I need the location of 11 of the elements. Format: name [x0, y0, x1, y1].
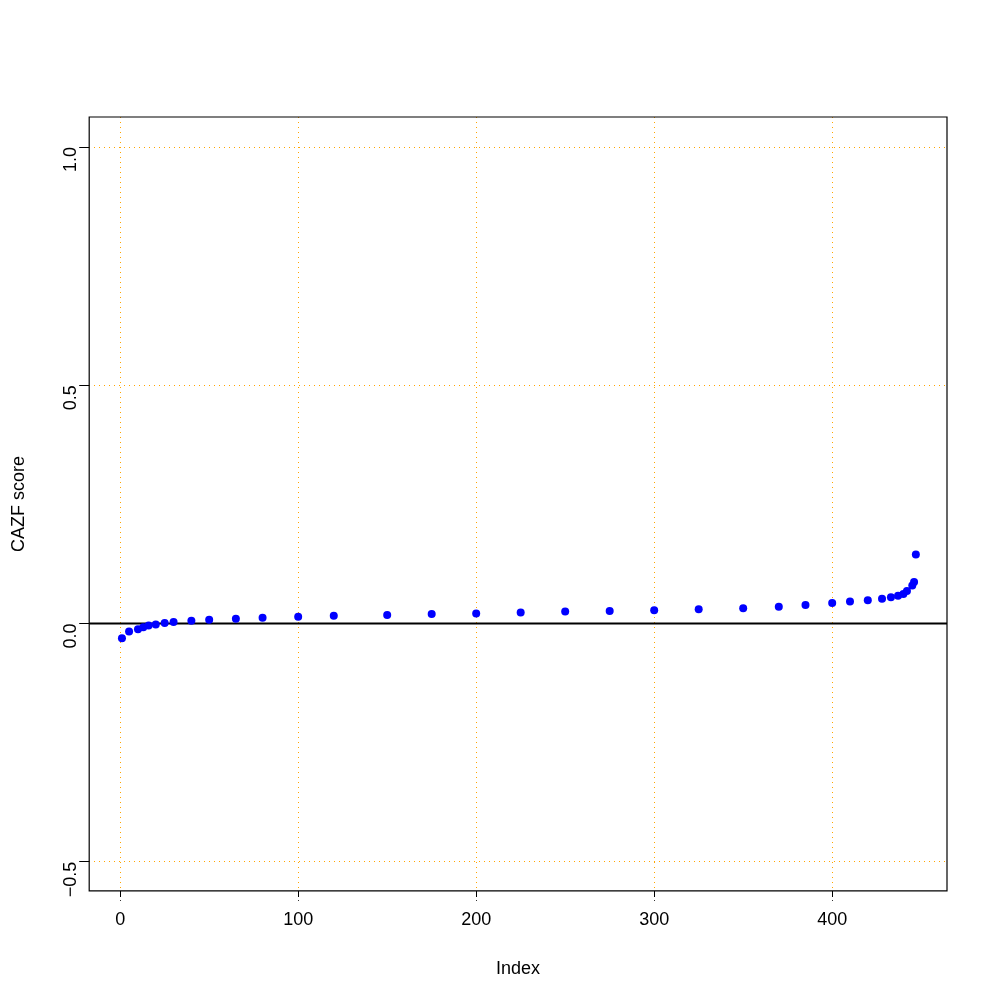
x-tick-label: 400	[817, 908, 848, 929]
y-tick-label: −0.5	[60, 861, 81, 898]
x-tick-label: 200	[461, 908, 492, 929]
x-tick-label: 100	[283, 908, 314, 929]
y-tick-label: 0.0	[60, 623, 81, 649]
x-axis-title: Index	[496, 958, 541, 979]
x-tick-label: 300	[639, 908, 670, 929]
y-axis-title: CAZF score	[7, 455, 28, 552]
y-tick-label: 1.0	[60, 147, 81, 173]
x-tick-label: 0	[115, 908, 126, 929]
y-tick-label: 0.5	[60, 385, 81, 411]
